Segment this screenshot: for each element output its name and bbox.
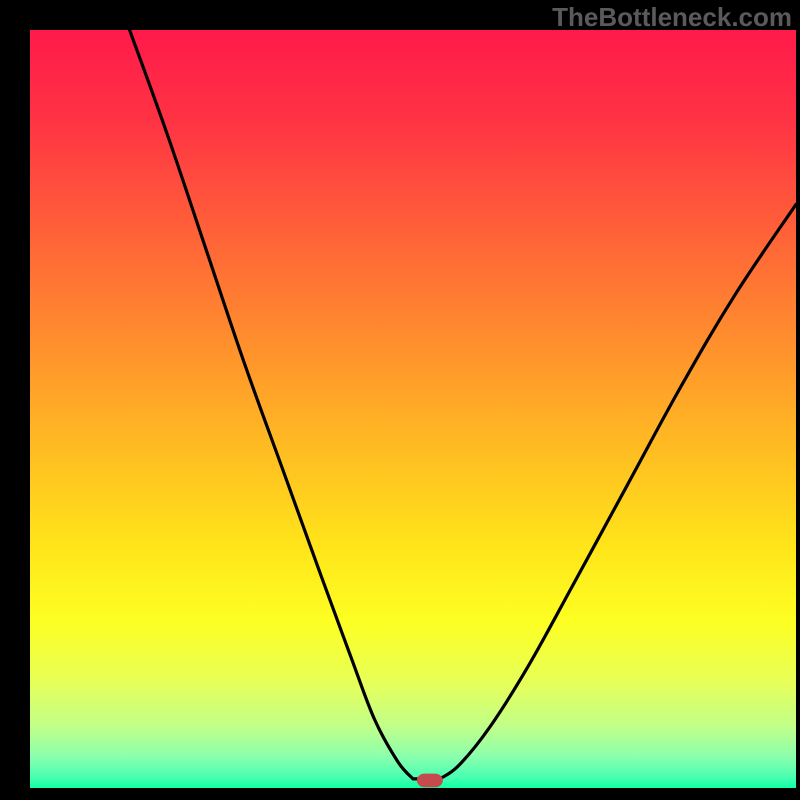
watermark-text: TheBottleneck.com (552, 2, 792, 33)
optimum-marker (417, 774, 443, 788)
gradient-background (30, 30, 796, 788)
plot-area (30, 30, 796, 788)
outer-frame: TheBottleneck.com (0, 0, 800, 800)
chart-svg (30, 30, 796, 788)
